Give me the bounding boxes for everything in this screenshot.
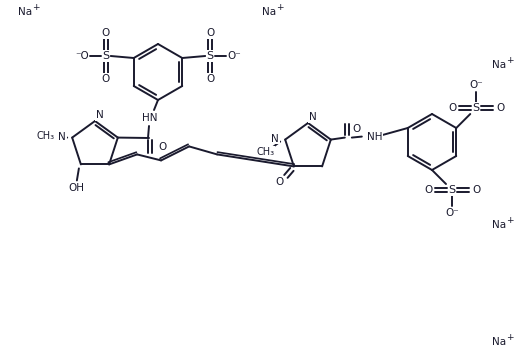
Text: Na: Na	[492, 220, 506, 230]
Text: O⁻: O⁻	[445, 208, 459, 218]
Text: O⁻: O⁻	[469, 80, 483, 90]
Text: Na: Na	[492, 337, 506, 347]
Text: O: O	[158, 142, 166, 152]
Text: CH₃: CH₃	[256, 147, 274, 157]
Text: S: S	[449, 185, 456, 195]
Text: N: N	[271, 134, 279, 144]
Text: O: O	[496, 103, 504, 113]
Text: O: O	[353, 123, 361, 134]
Text: N: N	[309, 112, 317, 122]
Text: OH: OH	[68, 183, 84, 193]
Text: Na: Na	[492, 60, 506, 70]
Text: O: O	[424, 185, 432, 195]
Text: S: S	[473, 103, 480, 113]
Text: O: O	[472, 185, 480, 195]
Text: ⁻O: ⁻O	[75, 51, 89, 61]
Text: S: S	[207, 51, 214, 61]
Text: O⁻: O⁻	[227, 51, 241, 61]
Text: +: +	[32, 3, 39, 12]
Text: +: +	[506, 333, 513, 342]
Text: +: +	[506, 55, 513, 64]
Text: O: O	[101, 28, 110, 38]
Text: N: N	[58, 132, 66, 141]
Text: O: O	[276, 177, 284, 188]
Text: +: +	[506, 216, 513, 225]
Text: O: O	[101, 74, 110, 84]
Text: O: O	[206, 74, 215, 84]
Text: NH: NH	[367, 132, 382, 141]
Text: N: N	[96, 110, 104, 120]
Text: O: O	[206, 28, 215, 38]
Text: Na: Na	[18, 7, 32, 17]
Text: Na: Na	[262, 7, 276, 17]
Text: CH₃: CH₃	[36, 131, 54, 141]
Text: +: +	[276, 3, 284, 12]
Text: O: O	[448, 103, 456, 113]
Text: S: S	[102, 51, 109, 61]
Text: HN: HN	[142, 113, 158, 123]
